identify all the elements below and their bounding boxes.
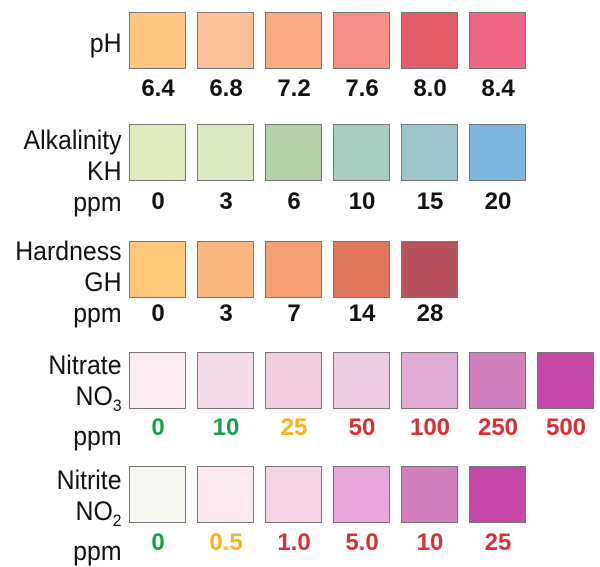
alkalinity-label-line: KH — [87, 156, 122, 186]
hardness-value-label: 14 — [348, 300, 376, 327]
nitrite-value-label: 25 — [484, 529, 512, 556]
hardness-label-line: ppm — [73, 298, 122, 328]
alkalinity-value-label: 20 — [484, 188, 512, 215]
nitrate-color-swatch — [129, 352, 186, 409]
nitrite-color-swatch — [197, 466, 254, 523]
hardness-value-label: 3 — [219, 300, 233, 327]
nitrite-color-swatch — [469, 466, 526, 523]
ph-value-label: 7.6 — [345, 75, 379, 102]
ph-color-swatch — [333, 12, 390, 69]
ph-row-label: pH — [90, 28, 122, 59]
nitrate-color-swatch — [469, 352, 526, 409]
nitrite-color-swatch — [265, 466, 322, 523]
nitrate-color-swatch — [537, 352, 594, 409]
hardness-color-swatch — [333, 241, 390, 298]
ph-color-swatch — [265, 12, 322, 69]
ph-value-label: 6.4 — [141, 75, 175, 102]
ph-color-swatch — [469, 12, 526, 69]
nitrite-label-line: Nitrite — [57, 465, 122, 495]
alkalinity-color-swatch — [265, 124, 322, 181]
alkalinity-color-swatch — [469, 124, 526, 181]
nitrite-formula-text: NO — [76, 496, 114, 526]
ph-value-label: 8.4 — [481, 75, 515, 102]
hardness-value-label: 28 — [416, 300, 444, 327]
nitrite-row-label: Nitrite NO2 ppm — [57, 465, 122, 567]
hardness-label-line: Hardness — [15, 236, 122, 266]
alkalinity-color-swatch — [129, 124, 186, 181]
ph-value-label: 6.8 — [209, 75, 243, 102]
nitrate-value-label: 10 — [212, 414, 240, 441]
ph-color-swatch — [197, 12, 254, 69]
nitrite-value-label: 1.0 — [277, 529, 311, 556]
nitrite-value-label: 5.0 — [345, 529, 379, 556]
nitrite-color-swatch — [129, 466, 186, 523]
hardness-value-label: 0 — [151, 300, 165, 327]
nitrate-formula: NO3 — [49, 381, 122, 421]
nitrate-value-label: 250 — [477, 414, 519, 441]
alkalinity-value-label: 15 — [416, 188, 444, 215]
nitrate-value-label: 25 — [280, 414, 308, 441]
nitrate-value-label: 50 — [348, 414, 376, 441]
alkalinity-row-label: Alkalinity KH ppm — [24, 125, 122, 218]
ph-color-swatch — [401, 12, 458, 69]
nitrate-color-swatch — [197, 352, 254, 409]
nitrate-label-line: Nitrate — [48, 350, 122, 380]
alkalinity-value-label: 6 — [287, 188, 301, 215]
nitrite-formula: NO2 — [57, 496, 122, 536]
alkalinity-label-line: Alkalinity — [23, 125, 122, 155]
nitrite-value-label: 10 — [416, 529, 444, 556]
nitrite-value-label: 0 — [151, 529, 165, 556]
hardness-label-line: GH — [84, 267, 122, 297]
nitrate-formula-text: NO — [76, 381, 114, 411]
alkalinity-value-label: 3 — [219, 188, 233, 215]
nitrite-color-swatch — [401, 466, 458, 523]
nitrite-formula-subscript: 2 — [113, 511, 122, 530]
hardness-color-swatch — [129, 241, 186, 298]
ph-value-label: 8.0 — [413, 75, 447, 102]
hardness-value-label: 7 — [287, 300, 301, 327]
alkalinity-value-label: 10 — [348, 188, 376, 215]
nitrate-color-swatch — [401, 352, 458, 409]
alkalinity-color-swatch — [333, 124, 390, 181]
nitrite-value-label: 0.5 — [209, 529, 243, 556]
nitrate-label-line: ppm — [73, 421, 122, 451]
alkalinity-value-label: 0 — [151, 188, 165, 215]
nitrate-value-label: 500 — [545, 414, 587, 441]
alkalinity-color-swatch — [401, 124, 458, 181]
nitrate-color-swatch — [333, 352, 390, 409]
nitrate-formula-subscript: 3 — [113, 396, 122, 415]
hardness-color-swatch — [265, 241, 322, 298]
nitrate-value-label: 100 — [409, 414, 451, 441]
ph-color-swatch — [129, 12, 186, 69]
alkalinity-color-swatch — [197, 124, 254, 181]
nitrate-value-label: 0 — [151, 414, 165, 441]
nitrite-color-swatch — [333, 466, 390, 523]
nitrate-row-label: Nitrate NO3 ppm — [49, 350, 122, 452]
hardness-row-label: Hardness GH ppm — [16, 236, 122, 329]
nitrite-label-line: ppm — [73, 536, 122, 566]
ph-label-line: pH — [90, 28, 122, 58]
ph-value-label: 7.2 — [277, 75, 311, 102]
nitrate-color-swatch — [265, 352, 322, 409]
alkalinity-label-line: ppm — [73, 187, 122, 217]
hardness-color-swatch — [197, 241, 254, 298]
hardness-color-swatch — [401, 241, 458, 298]
